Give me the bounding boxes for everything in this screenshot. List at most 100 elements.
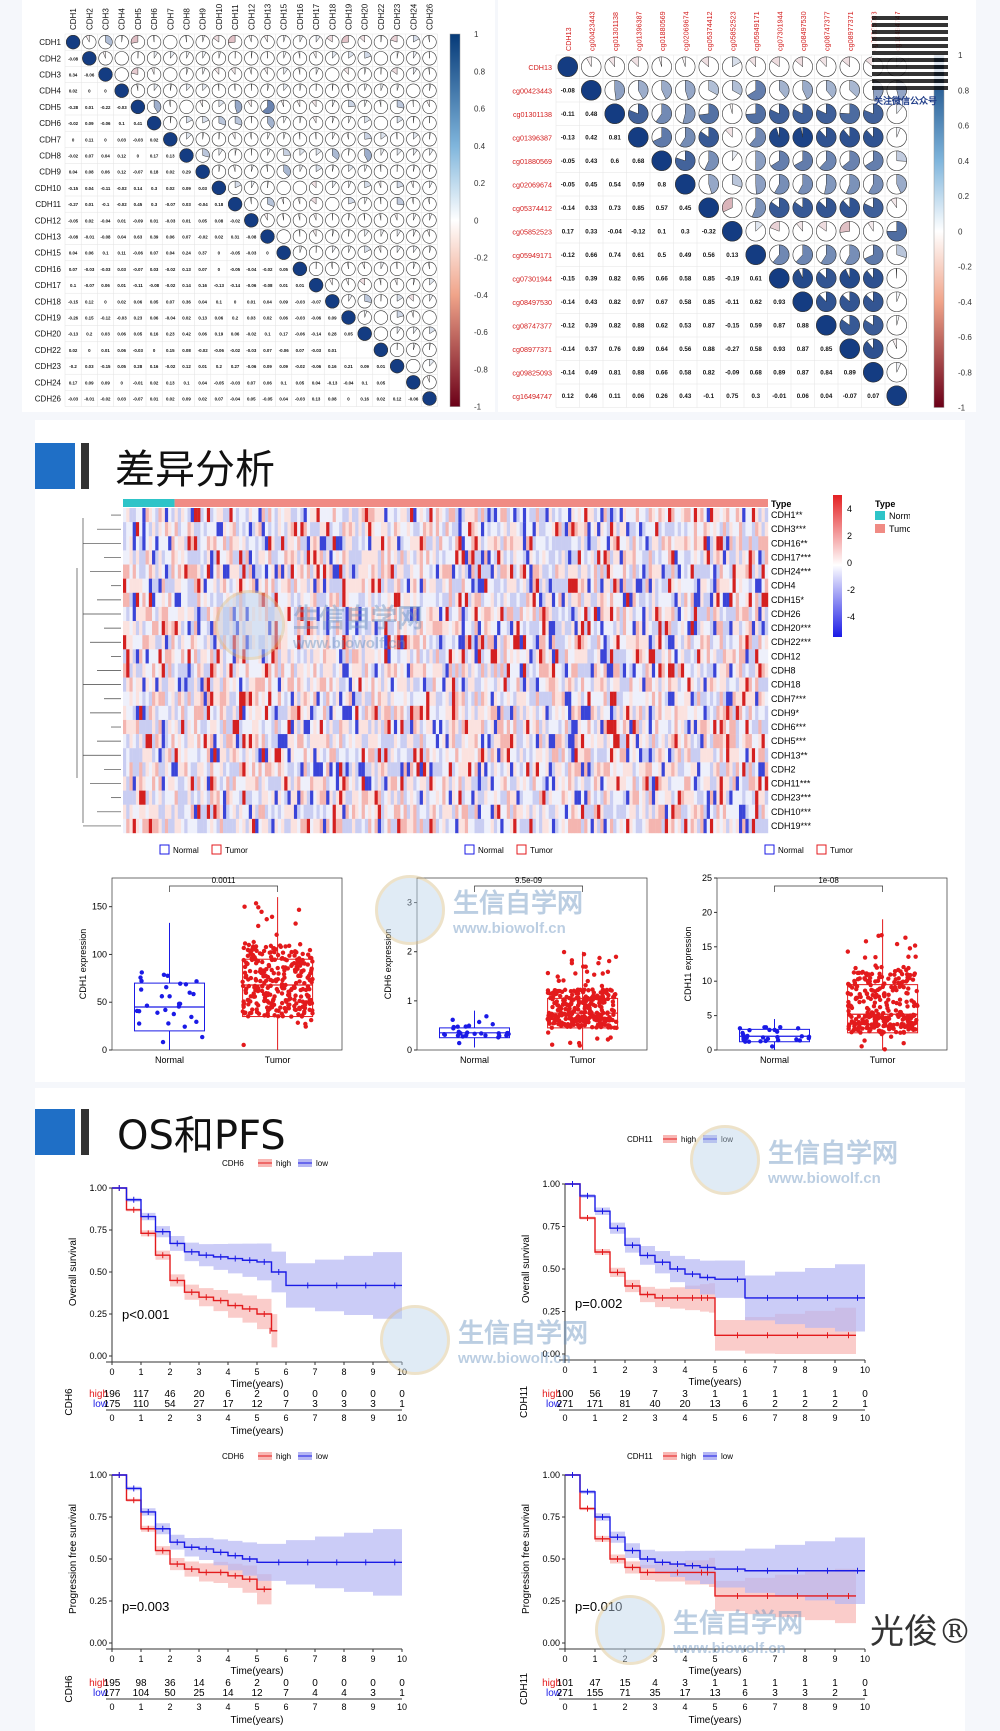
corr-value: 0.1 bbox=[70, 283, 77, 288]
corr-pie bbox=[359, 278, 365, 286]
heat-cell bbox=[706, 719, 711, 735]
heat-cell bbox=[281, 578, 285, 593]
heat-cell bbox=[226, 677, 230, 692]
heat-row-label: CDH12 bbox=[771, 651, 801, 661]
heat-cell bbox=[484, 550, 488, 565]
heat-cell bbox=[242, 592, 246, 608]
heat-cell bbox=[761, 564, 765, 579]
corr-value: 0.3 bbox=[151, 202, 158, 207]
heat-cell bbox=[609, 578, 614, 593]
col-label: cg01301138 bbox=[611, 12, 620, 51]
heat-cell bbox=[429, 564, 433, 579]
heat-cell bbox=[609, 649, 614, 664]
corr-pie bbox=[262, 99, 275, 114]
heat-cell bbox=[626, 635, 630, 650]
heat-cell bbox=[371, 508, 375, 523]
heat-cell bbox=[584, 691, 588, 707]
heat-cell bbox=[626, 621, 630, 636]
heat-cell bbox=[477, 635, 482, 650]
corr-value: 0.61 bbox=[750, 275, 763, 282]
heat-cell bbox=[526, 663, 530, 678]
corr-pie bbox=[130, 35, 139, 44]
heat-cell bbox=[709, 635, 714, 650]
heat-cell bbox=[413, 536, 417, 551]
corr-pie bbox=[283, 83, 289, 92]
heat-cell bbox=[761, 649, 765, 664]
heat-cell bbox=[332, 691, 337, 707]
heat-cell bbox=[229, 592, 233, 608]
corr-pie bbox=[326, 35, 333, 43]
heat-cell bbox=[152, 635, 156, 650]
heat-cell bbox=[200, 691, 204, 707]
heat-cell bbox=[164, 691, 169, 707]
heat-cell bbox=[664, 677, 669, 692]
heat-cell bbox=[229, 564, 233, 579]
heat-cell bbox=[700, 705, 704, 721]
heat-cell bbox=[210, 635, 214, 650]
corr-value: 0.08 bbox=[328, 397, 337, 402]
heat-cell bbox=[493, 677, 498, 692]
heat-cell bbox=[222, 522, 227, 537]
heat-cell bbox=[690, 564, 695, 579]
heat-cell bbox=[345, 621, 349, 636]
heat-cell bbox=[174, 621, 179, 636]
heat-cell bbox=[755, 606, 759, 622]
heat-cell bbox=[293, 705, 298, 721]
heat-cell bbox=[455, 564, 459, 579]
heat-cell bbox=[551, 578, 556, 593]
heat-cell bbox=[464, 635, 469, 650]
heat-cell bbox=[729, 564, 733, 579]
corr-value: 0.85 bbox=[632, 205, 645, 212]
heat-cell bbox=[171, 621, 175, 636]
colorbar-tick: 0.4 bbox=[958, 157, 970, 166]
heat-cell bbox=[129, 564, 133, 579]
heat-cell bbox=[152, 522, 156, 537]
corr-value: 0.1 bbox=[119, 121, 126, 126]
heat-cell bbox=[413, 592, 417, 608]
heat-cell bbox=[639, 621, 643, 636]
heat-cell bbox=[235, 621, 240, 636]
heat-cell bbox=[529, 635, 533, 650]
heat-cell bbox=[439, 635, 443, 650]
heat-cell bbox=[290, 719, 295, 735]
heat-cell bbox=[461, 522, 466, 537]
corr-value: 0.04 bbox=[85, 186, 94, 191]
corr-pie bbox=[332, 245, 337, 254]
corr-pie bbox=[774, 174, 790, 195]
corr-pie bbox=[251, 164, 254, 172]
heat-cell bbox=[587, 649, 591, 664]
heat-cell bbox=[187, 635, 191, 650]
heat-cell bbox=[529, 522, 533, 537]
heat-cell bbox=[464, 536, 469, 551]
heat-cell bbox=[271, 734, 275, 749]
heat-cell bbox=[764, 606, 769, 622]
corr-value: -0.2 bbox=[69, 364, 77, 369]
corr-value: -0.02 bbox=[68, 154, 79, 159]
heat-cell bbox=[432, 522, 437, 537]
heat-cell bbox=[252, 621, 256, 636]
heat-cell bbox=[355, 578, 359, 593]
diag-pie bbox=[130, 99, 146, 115]
heat-cell bbox=[642, 748, 646, 763]
heat-cell bbox=[709, 719, 714, 735]
heat-cell bbox=[187, 606, 191, 622]
corr-pie bbox=[299, 83, 302, 91]
heat-cell bbox=[322, 663, 327, 678]
heat-cell bbox=[129, 663, 133, 678]
heat-cell bbox=[358, 536, 362, 551]
corr-value: 0.93 bbox=[773, 346, 786, 353]
corr-value: 0.07 bbox=[215, 397, 224, 402]
heat-cell bbox=[232, 592, 237, 608]
corr-value: -0.03 bbox=[295, 316, 306, 321]
heat-cell bbox=[252, 536, 256, 551]
heat-cell bbox=[519, 621, 524, 636]
corr-value: -0.03 bbox=[84, 267, 95, 272]
heat-cell bbox=[613, 578, 617, 593]
heat-cell bbox=[322, 705, 327, 721]
heat-cell bbox=[384, 606, 388, 622]
corr-pie bbox=[202, 35, 205, 43]
heat-cell bbox=[690, 748, 695, 763]
heat-cell bbox=[722, 705, 727, 721]
corr-value: -0.03 bbox=[295, 299, 306, 304]
corr-pie-outline bbox=[163, 67, 178, 82]
